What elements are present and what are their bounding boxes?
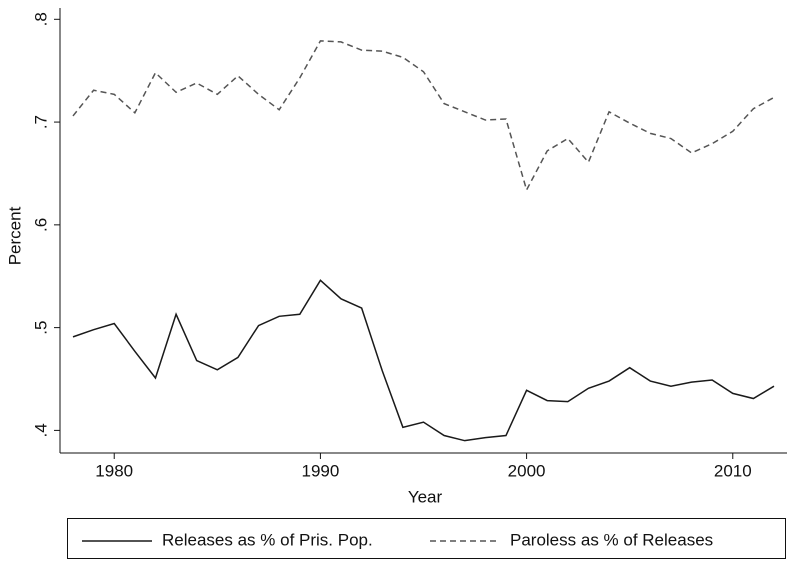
y-tick-label: .7 <box>31 115 50 129</box>
y-tick-label: .4 <box>31 423 50 437</box>
x-axis-title: Year <box>408 487 443 506</box>
x-tick-label: 2000 <box>508 461 546 480</box>
y-tick-label: .5 <box>31 321 50 335</box>
y-axis-title: Percent <box>5 206 24 265</box>
x-tick-label: 1990 <box>301 461 339 480</box>
x-tick-label: 2010 <box>714 461 752 480</box>
y-tick-label: .6 <box>31 218 50 232</box>
x-tick-label: 1980 <box>95 461 133 480</box>
legend-box <box>67 518 786 559</box>
series-line <box>72 40 775 192</box>
y-tick-label: .8 <box>31 12 50 26</box>
legend-label: Releases as % of Pris. Pop. <box>162 530 373 549</box>
series-line <box>72 279 775 442</box>
legend-label: Paroless as % of Releases <box>510 530 713 549</box>
